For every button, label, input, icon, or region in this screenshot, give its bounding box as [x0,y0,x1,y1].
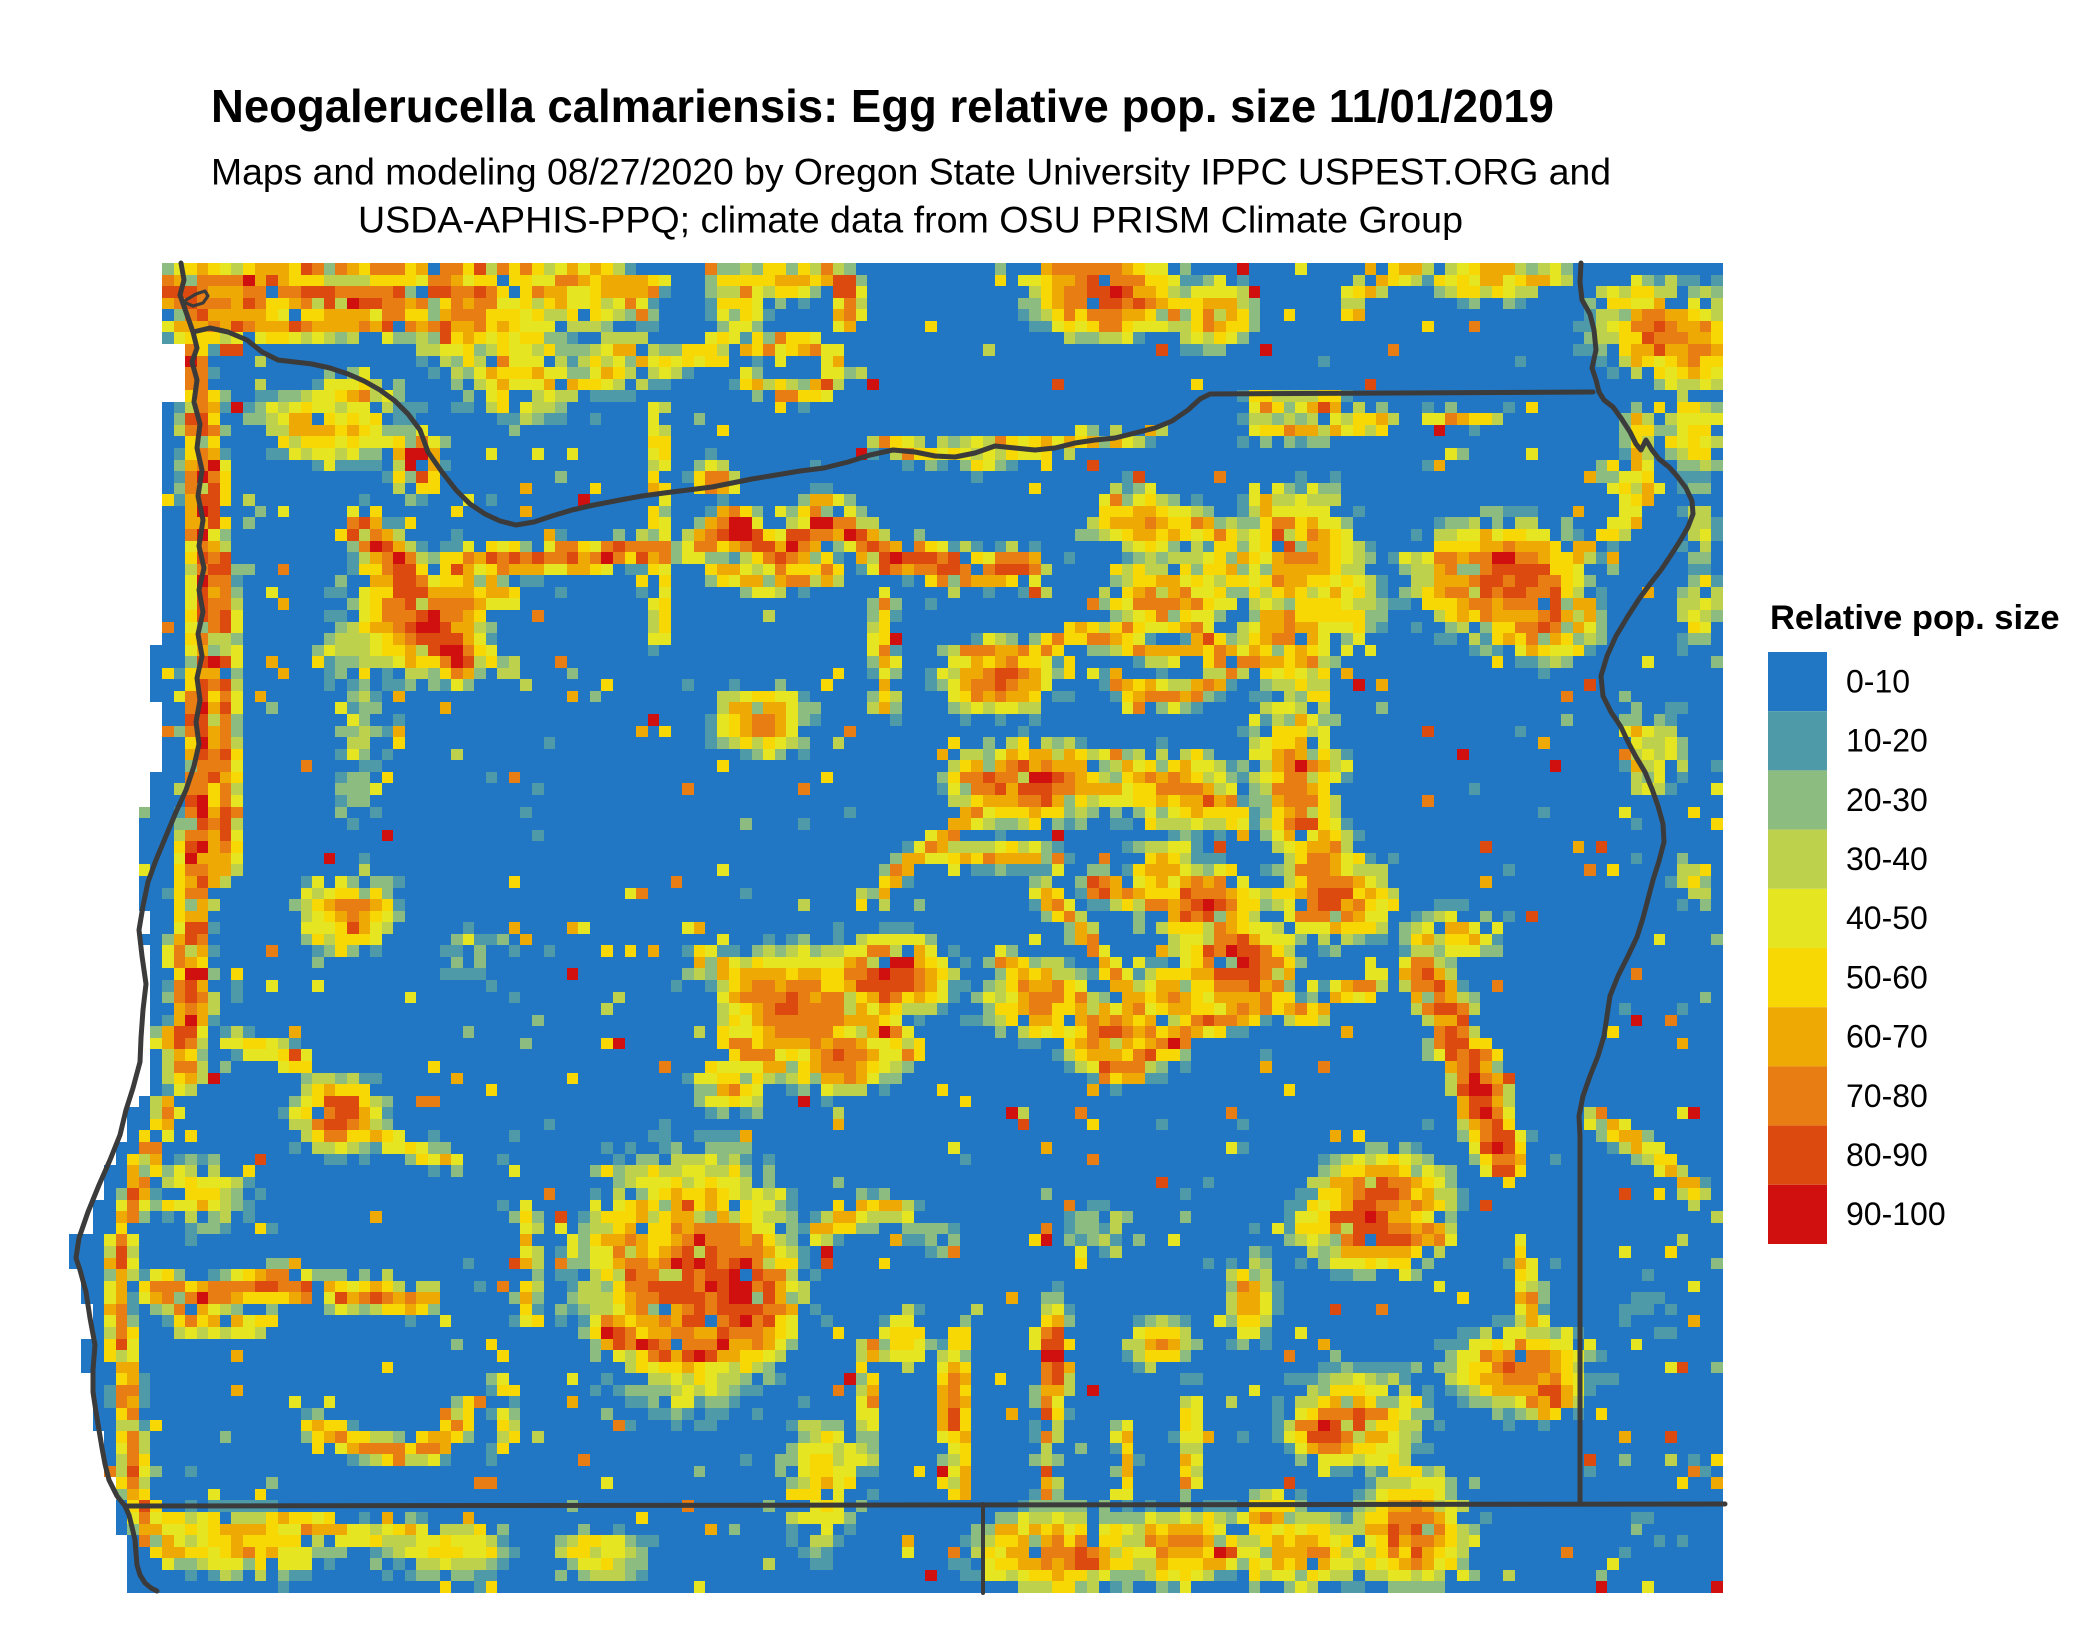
svg-text:40-50: 40-50 [1846,900,1928,936]
svg-text:20-30: 20-30 [1846,782,1928,818]
svg-text:Neogalerucella calmariensis: E: Neogalerucella calmariensis: Egg relativ… [211,80,1554,132]
svg-text:0-10: 0-10 [1846,663,1910,699]
svg-text:60-70: 60-70 [1846,1019,1928,1055]
svg-text:80-90: 80-90 [1846,1137,1928,1173]
svg-text:Maps and modeling 08/27/2020 b: Maps and modeling 08/27/2020 by Oregon S… [211,152,1611,193]
svg-text:50-60: 50-60 [1846,959,1928,995]
svg-text:90-100: 90-100 [1846,1196,1946,1232]
svg-text:70-80: 70-80 [1846,1078,1928,1114]
svg-text:Relative pop. size: Relative pop. size [1770,599,2060,637]
svg-text:10-20: 10-20 [1846,723,1928,759]
svg-text:30-40: 30-40 [1846,841,1928,877]
svg-text:USDA-APHIS-PPQ; climate data f: USDA-APHIS-PPQ; climate data from OSU PR… [358,199,1463,240]
